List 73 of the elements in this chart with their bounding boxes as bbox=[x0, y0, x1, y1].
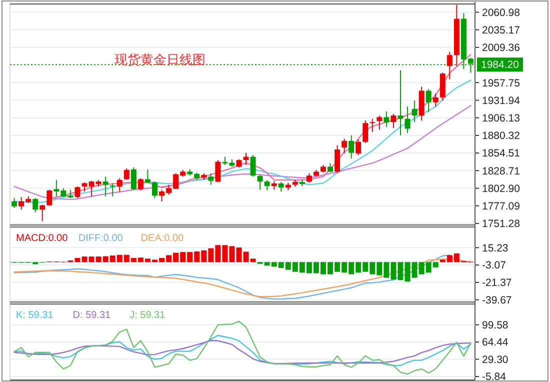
y-tick-label: 1931.94 bbox=[482, 94, 520, 107]
candlestick bbox=[32, 198, 38, 213]
y-tick-label: 1777.09 bbox=[482, 200, 520, 213]
candlestick bbox=[46, 189, 52, 206]
bar bbox=[250, 258, 256, 262]
ref-line-label: 1984.20 bbox=[481, 59, 520, 72]
candlestick bbox=[124, 168, 130, 180]
candlestick bbox=[426, 88, 432, 113]
y-tick-label: 1854.51 bbox=[482, 148, 520, 160]
candlestick bbox=[130, 166, 136, 190]
candlestick bbox=[334, 144, 340, 174]
candlestick bbox=[398, 70, 404, 136]
candlestick bbox=[12, 198, 18, 208]
candlestick bbox=[257, 174, 263, 190]
y-tick-label: 1880.32 bbox=[482, 130, 520, 142]
candlestick bbox=[264, 179, 270, 191]
candlestick bbox=[278, 182, 284, 192]
candlestick bbox=[390, 113, 396, 129]
text: DIFF:0.00 bbox=[78, 233, 124, 244]
y-tick-label: -5.84 bbox=[482, 371, 506, 382]
candlestick bbox=[348, 134, 354, 159]
series-label: J: 59.31 bbox=[130, 310, 166, 321]
y-tick-label: 1957.75 bbox=[482, 77, 520, 90]
candlestick bbox=[412, 100, 418, 123]
bar bbox=[398, 262, 404, 280]
candlestick bbox=[306, 172, 312, 184]
candlestick bbox=[370, 118, 376, 133]
candlestick bbox=[152, 181, 158, 199]
y-tick-label: 2009.36 bbox=[482, 42, 520, 54]
text: 现货黄金日线图 bbox=[114, 52, 206, 67]
candlestick bbox=[116, 178, 122, 192]
y-tick-label: 64.44 bbox=[482, 336, 508, 349]
y-tick-label: 1828.71 bbox=[482, 165, 520, 178]
y-tick-label: 15.23 bbox=[482, 242, 508, 254]
candlestick bbox=[110, 182, 116, 197]
bar bbox=[236, 248, 242, 262]
candlestick bbox=[102, 176, 108, 197]
y-tick-label: 2060.98 bbox=[482, 6, 520, 19]
series-label: MACD:0.00 bbox=[16, 233, 68, 244]
candlestick bbox=[362, 120, 368, 144]
text: DEA:0.00 bbox=[140, 233, 184, 244]
candlestick bbox=[144, 168, 150, 184]
candlestick bbox=[356, 139, 362, 156]
candlestick bbox=[328, 162, 334, 174]
y-tick-label: 1751.28 bbox=[482, 218, 520, 230]
candlestick bbox=[40, 204, 46, 222]
line-series bbox=[14, 320, 472, 375]
text: K: 59.31 bbox=[16, 310, 54, 321]
candlestick bbox=[384, 111, 390, 128]
candlestick bbox=[74, 186, 80, 199]
candlestick bbox=[432, 92, 438, 108]
y-tick-label: -3.07 bbox=[482, 260, 506, 272]
line-series bbox=[14, 334, 472, 366]
candlestick bbox=[138, 178, 144, 191]
line-series bbox=[14, 105, 472, 200]
candlestick bbox=[376, 115, 382, 130]
y-tick-label: -21.37 bbox=[482, 277, 512, 290]
candlestick bbox=[342, 138, 348, 154]
candlestick bbox=[215, 160, 221, 183]
y-tick-label: 99.58 bbox=[482, 319, 508, 332]
y-tick-label: 2035.17 bbox=[482, 24, 520, 36]
y-tick-label: -39.67 bbox=[482, 294, 512, 306]
y-tick-label: 1802.90 bbox=[482, 182, 520, 195]
candlestick bbox=[208, 172, 214, 186]
candlestick bbox=[446, 51, 452, 80]
bar bbox=[243, 252, 249, 262]
line-series bbox=[14, 340, 472, 364]
candlestick bbox=[250, 154, 256, 178]
y-tick-label: 1906.13 bbox=[482, 112, 520, 124]
text: D: 59.31 bbox=[72, 310, 112, 321]
candlestick bbox=[440, 72, 446, 102]
y-tick-label: 29.30 bbox=[482, 354, 508, 366]
candlestick bbox=[404, 106, 410, 134]
